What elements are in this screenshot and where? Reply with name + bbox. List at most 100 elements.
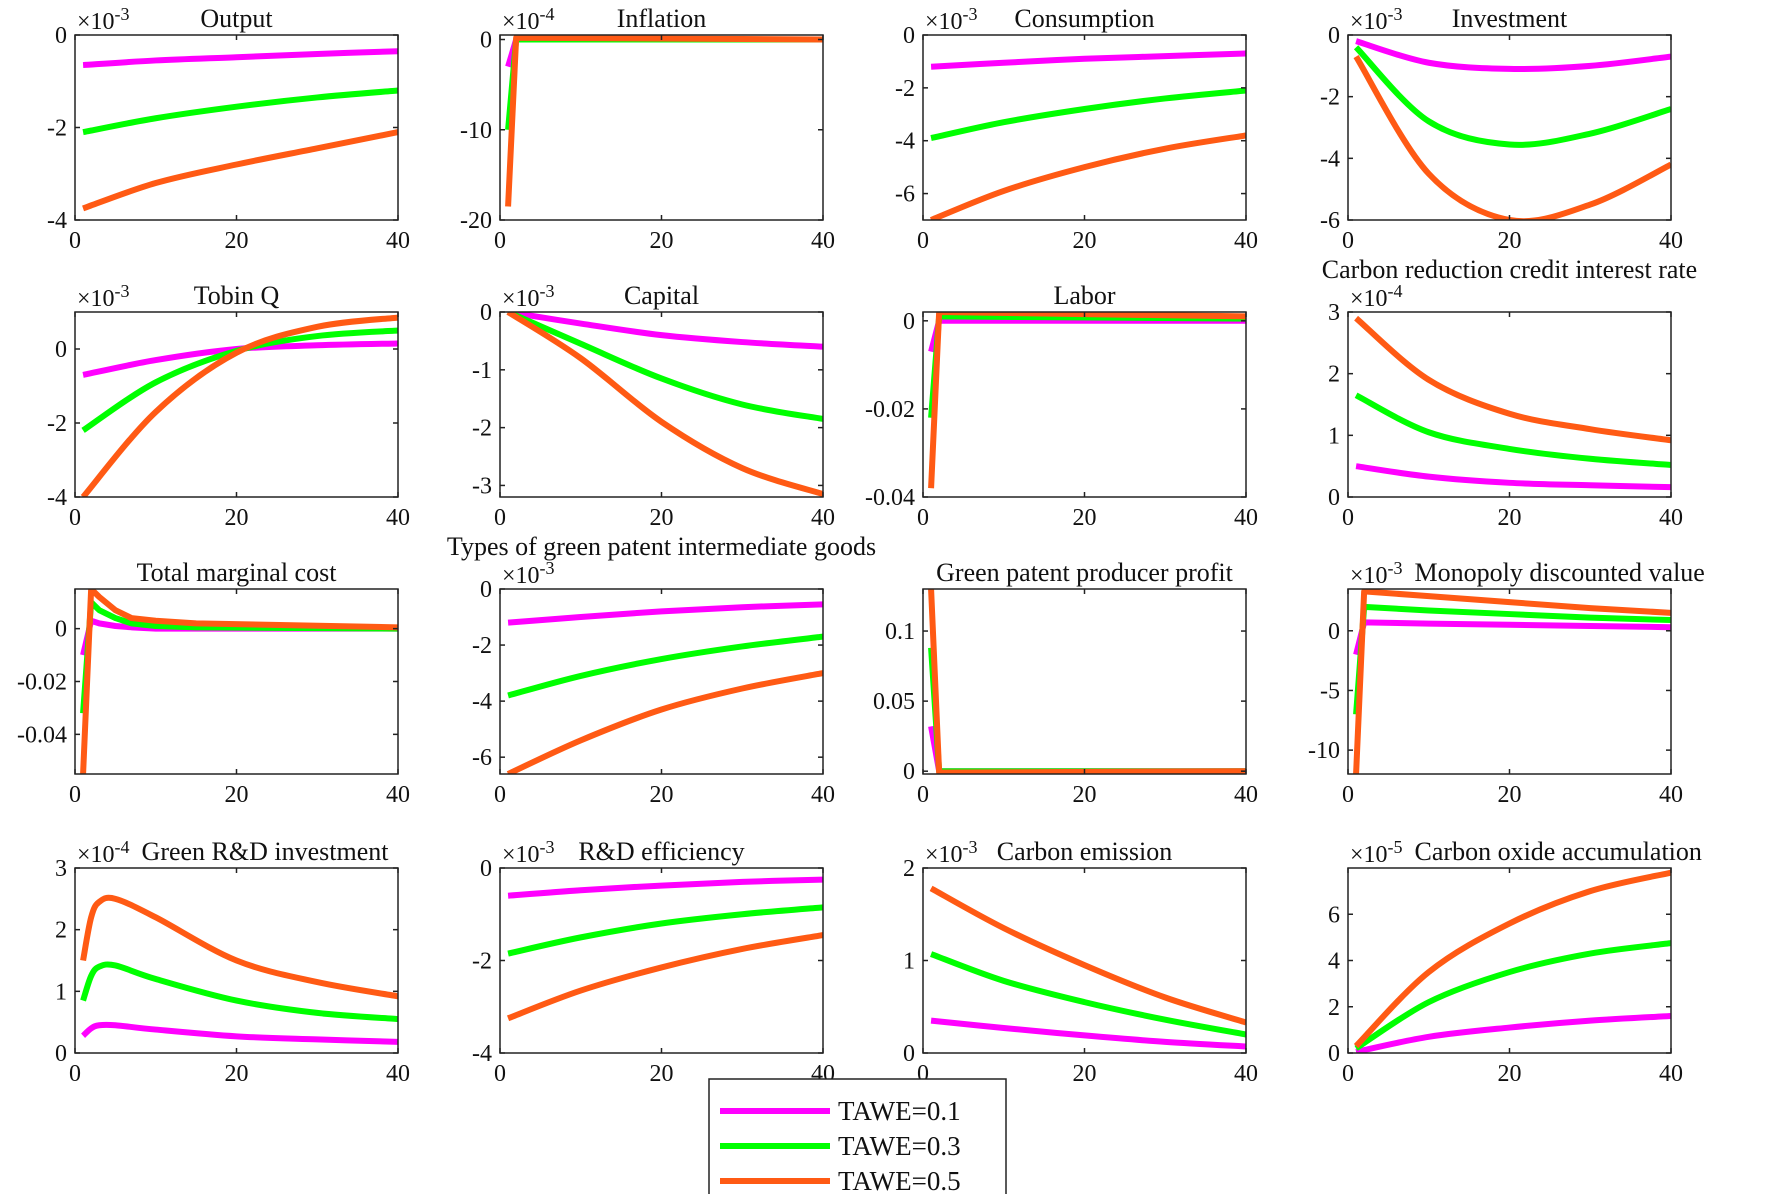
x-tick-label: 20 <box>225 782 249 808</box>
x-tick-label: 0 <box>917 782 929 808</box>
axis-multiplier: ×10-3 <box>502 558 555 589</box>
y-tick-label: -0.04 <box>17 722 67 748</box>
y-tick-label: 0 <box>480 577 492 603</box>
x-tick-label: 0 <box>1342 1061 1354 1087</box>
x-tick-label: 20 <box>1498 1061 1522 1087</box>
x-tick-label: 0 <box>69 505 81 531</box>
axis-multiplier: ×10-5 <box>1350 837 1403 868</box>
y-tick-label: -0.02 <box>17 670 67 696</box>
subplot-title: Capital <box>624 281 699 310</box>
y-tick-label: 0 <box>1328 485 1340 511</box>
subplot: 0 20 40 0 -0.02 -0.04 Labor <box>865 281 1258 531</box>
subplot: 0 20 40 0 0.05 0.1 Green patent producer profi… <box>873 558 1258 808</box>
axis-multiplier: ×10-4 <box>77 837 130 868</box>
subplot-title: Monopoly discounted value <box>1415 558 1705 587</box>
x-tick-label: 40 <box>1234 505 1258 531</box>
y-tick-label: 0 <box>1328 619 1340 645</box>
legend-box <box>708 1078 1007 1194</box>
axes-box <box>922 588 1247 775</box>
x-tick-label: 0 <box>1342 782 1354 808</box>
y-tick-label: -4 <box>472 689 492 715</box>
axis-multiplier: ×10-4 <box>1350 281 1403 312</box>
y-tick-label: 3 <box>1328 300 1340 326</box>
y-tick-label: -4 <box>895 129 915 155</box>
y-tick-label: 0 <box>1328 1041 1340 1067</box>
series-line-tawe=0.5 <box>1353 589 1671 774</box>
axes-box <box>499 867 824 1054</box>
series-line-tawe=0.5 <box>929 885 1246 1026</box>
x-tick-label: 40 <box>1234 782 1258 808</box>
x-tick-label: 0 <box>494 782 506 808</box>
x-tick-label: 20 <box>225 228 249 254</box>
y-tick-label: 0 <box>55 337 67 363</box>
x-tick-label: 20 <box>1498 505 1522 531</box>
y-tick-label: 1 <box>903 949 915 975</box>
series-line-tawe=0.5 <box>1353 55 1671 220</box>
x-tick-label: 20 <box>1073 1061 1097 1087</box>
x-tick-label: 40 <box>811 505 835 531</box>
y-tick-label: 1 <box>55 979 67 1005</box>
y-tick-label: 0 <box>903 309 915 335</box>
x-tick-label: 20 <box>650 1061 674 1087</box>
x-tick-label: 0 <box>494 228 506 254</box>
y-tick-label: 0 <box>480 28 492 54</box>
x-tick-label: 0 <box>917 228 929 254</box>
y-tick-label: -10 <box>460 118 492 144</box>
series-line-tawe=0.1 <box>928 725 1246 774</box>
subplot-title: Green R&D investment <box>142 837 390 866</box>
y-tick-label: 0 <box>55 617 67 643</box>
series-line-tawe=0.5 <box>506 312 823 497</box>
series-line-tawe=0.1 <box>930 50 1246 70</box>
x-tick-label: 40 <box>1659 782 1683 808</box>
y-tick-label: 0 <box>903 1041 915 1067</box>
series-line-tawe=0.5 <box>1354 315 1671 444</box>
subplot-title: Investment <box>1452 4 1568 33</box>
subplot: 0 20 40 0 -2 -4 ×10-3 Output <box>47 4 410 254</box>
subplot: 0 20 400-2-4×10-3 R&D efficiency <box>472 837 835 1087</box>
series-line-tawe=0.3 <box>506 312 823 422</box>
y-tick-label: 2 <box>1328 362 1340 388</box>
series-line-tawe=0.5 <box>1353 869 1671 1049</box>
x-tick-label: 0 <box>69 1061 81 1087</box>
x-tick-label: 0 <box>917 505 929 531</box>
y-tick-label: -2 <box>47 411 67 437</box>
y-tick-label: -10 <box>1308 738 1340 764</box>
y-tick-label: -4 <box>1320 146 1340 172</box>
x-tick-label: 40 <box>1234 228 1258 254</box>
axis-multiplier: ×10-3 <box>77 4 130 35</box>
series-line-tawe=0.1 <box>1353 619 1671 656</box>
series-line-tawe=0.3 <box>1353 45 1671 148</box>
axis-multiplier: ×10-3 <box>1350 4 1403 35</box>
x-tick-label: 40 <box>811 782 835 808</box>
x-tick-label: 0 <box>494 505 506 531</box>
x-tick-label: 0 <box>69 782 81 808</box>
series-line-tawe=0.1 <box>930 1017 1246 1050</box>
y-tick-label: -6 <box>1320 208 1340 234</box>
subplot-title: Carbon oxide accumulation <box>1415 837 1702 866</box>
subplot: 0 20 40 0 -2 -4 ×10-3 Tobin Q <box>47 281 410 531</box>
series-line-tawe=0.1 <box>1355 38 1671 73</box>
series-line-tawe=0.1 <box>507 876 823 899</box>
x-tick-label: 40 <box>386 1061 410 1087</box>
y-tick-label: -2 <box>1320 85 1340 111</box>
legend: TAWE=0.1 TAWE=0.3 TAWE=0.5 <box>708 1078 1007 1194</box>
y-tick-label: -1 <box>472 358 492 384</box>
x-tick-label: 20 <box>1498 782 1522 808</box>
y-tick-label: 0 <box>55 23 67 49</box>
subplot-title: Consumption <box>1014 4 1154 33</box>
y-tick-label: 2 <box>903 856 915 882</box>
series-line-tawe=0.3 <box>1354 392 1671 468</box>
series-line-tawe=0.3 <box>507 904 823 957</box>
y-tick-label: 1 <box>1328 423 1340 449</box>
series-line-tawe=0.1 <box>928 317 1246 353</box>
x-tick-label: 40 <box>1234 1061 1258 1087</box>
axis-multiplier: ×10-3 <box>502 281 555 312</box>
series-line-tawe=0.5 <box>80 894 398 1000</box>
legend-label: TAWE=0.3 <box>838 1131 961 1161</box>
series-line-tawe=0.3 <box>505 36 823 131</box>
series-line-tawe=0.3 <box>928 647 1246 774</box>
y-tick-label: -2 <box>895 76 915 102</box>
subplot-title: Inflation <box>617 4 707 33</box>
